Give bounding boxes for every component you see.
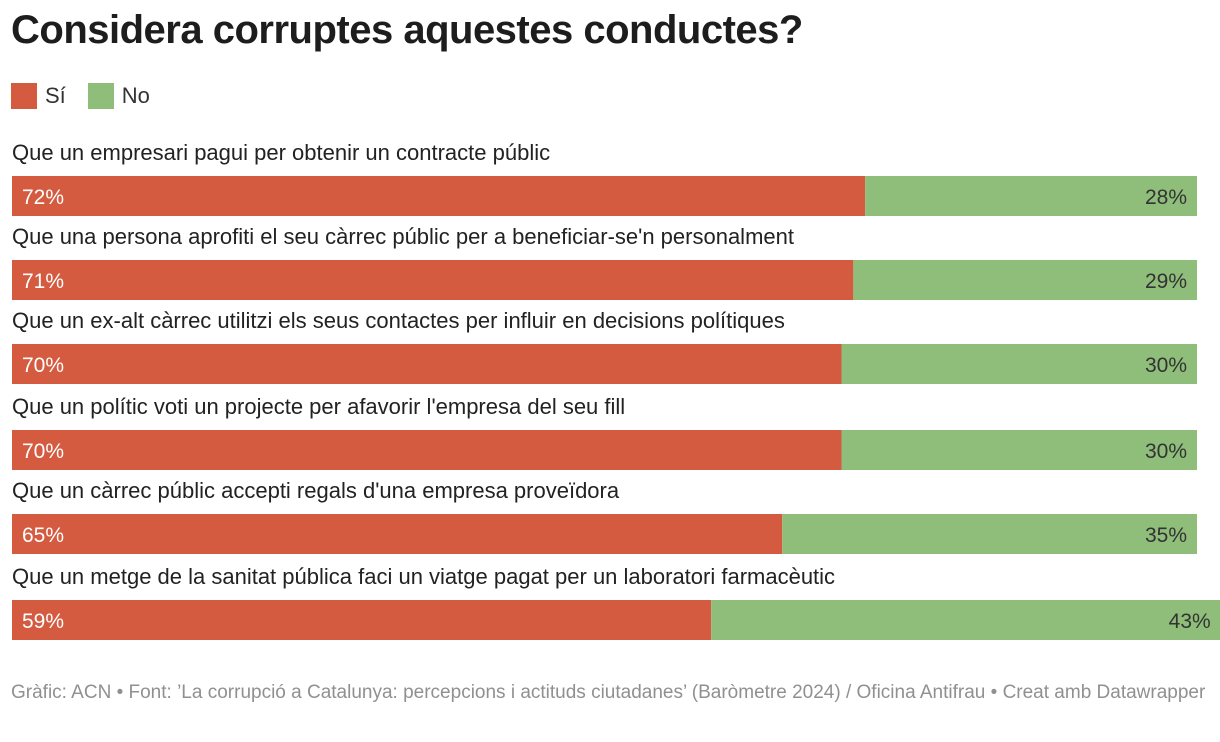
- value-label-si: 71%: [22, 270, 64, 293]
- bar-no-5: [782, 514, 1197, 554]
- legend-item-si: Sí: [11, 83, 66, 109]
- value-label-si: 59%: [22, 610, 64, 633]
- value-label-no: 29%: [1145, 270, 1187, 293]
- legend-item-no: No: [87, 83, 150, 109]
- bar-no-6: [711, 600, 1220, 640]
- bar-no-1: [865, 176, 1197, 216]
- legend-swatch-si: [11, 83, 37, 109]
- value-label-no: 28%: [1145, 186, 1187, 209]
- bar-no-4: [841, 430, 1197, 470]
- bar-si-6: [12, 600, 712, 640]
- stacked-bar-chart: Que un empresari pagui per obtenir un co…: [12, 140, 1220, 640]
- value-label-si: 70%: [22, 354, 64, 377]
- legend-swatch-no: [87, 83, 114, 109]
- category-label: Que un polític voti un projecte per afav…: [12, 394, 625, 419]
- bar-si-1: [12, 176, 866, 216]
- category-label: Que un ex-alt càrrec utilitzi els seus c…: [12, 308, 785, 333]
- bar-si-3: [12, 344, 842, 384]
- bar-si-2: [12, 260, 854, 300]
- bar-si-4: [12, 430, 842, 470]
- bar-no-3: [841, 344, 1197, 384]
- bar-no-2: [853, 260, 1197, 300]
- legend: Sí No: [11, 83, 172, 109]
- bar-si-5: [12, 514, 783, 554]
- chart-title: Considera corruptes aquestes conductes?: [11, 8, 803, 52]
- value-label-no: 30%: [1145, 354, 1187, 377]
- value-label-si: 70%: [22, 440, 64, 463]
- value-label-no: 35%: [1145, 524, 1187, 547]
- legend-label-no: No: [121, 83, 150, 108]
- legend-label-si: Sí: [45, 83, 66, 108]
- value-label-no: 43%: [1169, 610, 1211, 633]
- value-label-no: 30%: [1145, 440, 1187, 463]
- category-label: Que un càrrec públic accepti regals d'un…: [12, 478, 620, 503]
- value-label-si: 72%: [22, 186, 64, 209]
- category-label: Que un metge de la sanitat pública faci …: [12, 564, 835, 589]
- value-label-si: 65%: [22, 524, 64, 547]
- source-footer: Gràfic: ACN • Font: ’La corrupció a Cata…: [11, 682, 1206, 703]
- category-label: Que una persona aprofiti el seu càrrec p…: [12, 224, 794, 249]
- category-label: Que un empresari pagui per obtenir un co…: [12, 140, 550, 165]
